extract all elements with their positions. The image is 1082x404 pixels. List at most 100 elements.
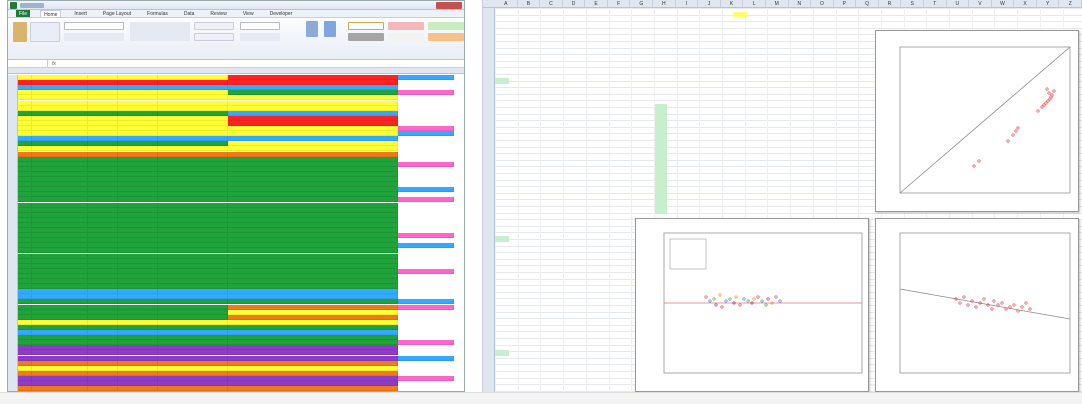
grid-row[interactable] xyxy=(18,233,464,239)
chart-middle[interactable] xyxy=(635,218,869,392)
grid-cell[interactable] xyxy=(158,192,228,198)
grid-cell[interactable] xyxy=(18,299,32,305)
grid-cell[interactable] xyxy=(88,233,118,239)
grid-cell[interactable] xyxy=(398,126,454,132)
font-group[interactable] xyxy=(64,22,124,30)
grid-cell[interactable] xyxy=(18,345,32,351)
name-box[interactable] xyxy=(8,60,48,67)
grid-row[interactable] xyxy=(18,345,464,351)
grid-cell[interactable] xyxy=(88,365,118,371)
grid-row[interactable] xyxy=(18,80,464,86)
grid-cell[interactable] xyxy=(158,151,228,157)
grid-cell[interactable] xyxy=(118,243,158,249)
grid-cell[interactable] xyxy=(18,187,32,193)
grid-cell[interactable] xyxy=(158,335,228,341)
ribbon-tab[interactable]: Data xyxy=(183,11,195,17)
grid-cell[interactable] xyxy=(88,171,118,177)
cell-style-bad[interactable] xyxy=(388,22,424,30)
grid-cell[interactable] xyxy=(88,350,118,356)
grid-cell[interactable] xyxy=(18,171,32,177)
grid-row[interactable] xyxy=(18,355,464,361)
paste-icon[interactable] xyxy=(13,22,27,42)
grid-cell[interactable] xyxy=(118,161,158,167)
grid-cell[interactable] xyxy=(118,182,158,188)
grid-cell[interactable] xyxy=(32,284,88,290)
grid-row[interactable] xyxy=(18,136,464,142)
grid-cell[interactable] xyxy=(88,299,118,305)
grid-cell[interactable] xyxy=(88,146,118,152)
grid-row[interactable] xyxy=(18,187,464,193)
grid-cell[interactable] xyxy=(158,197,228,203)
grid-cell[interactable] xyxy=(18,279,32,285)
grid-cell[interactable] xyxy=(118,156,158,162)
grid-cell[interactable] xyxy=(158,131,228,137)
grid-cell[interactable] xyxy=(32,314,88,320)
grid-cell[interactable] xyxy=(88,381,118,387)
grid-cell[interactable] xyxy=(18,100,32,106)
grid-cell[interactable] xyxy=(88,284,118,290)
column-letter[interactable]: N xyxy=(789,0,812,7)
column-letter[interactable]: Q xyxy=(856,0,879,7)
column-letter[interactable]: L xyxy=(743,0,766,7)
grid-cell[interactable] xyxy=(118,100,158,106)
grid-cell[interactable] xyxy=(32,187,88,193)
grid-cell[interactable] xyxy=(158,80,228,86)
grid-cell[interactable] xyxy=(228,90,398,96)
grid-cell[interactable] xyxy=(18,105,32,111)
grid-cell[interactable] xyxy=(88,324,118,330)
grid-cell[interactable] xyxy=(88,136,118,142)
grid-cell[interactable] xyxy=(88,156,118,162)
grid-cell[interactable] xyxy=(32,136,88,142)
grid-cell[interactable] xyxy=(18,192,32,198)
grid-row[interactable] xyxy=(18,202,464,208)
grid-cell[interactable] xyxy=(18,284,32,290)
grid-cell[interactable] xyxy=(118,80,158,86)
grid-cell[interactable] xyxy=(158,294,228,300)
grid-cell[interactable] xyxy=(228,370,398,376)
grid-cell[interactable] xyxy=(32,171,88,177)
grid-cell[interactable] xyxy=(88,228,118,234)
grid-cell[interactable] xyxy=(32,386,88,391)
grid-cell[interactable] xyxy=(32,75,88,81)
grid-cell[interactable] xyxy=(228,340,398,346)
window-controls[interactable] xyxy=(436,2,462,9)
column-letter[interactable]: J xyxy=(698,0,721,7)
alignment-group[interactable] xyxy=(130,22,190,41)
grid-cell[interactable] xyxy=(158,228,228,234)
grid-cell[interactable] xyxy=(228,258,398,264)
grid-cell[interactable] xyxy=(118,105,158,111)
grid-cell[interactable] xyxy=(228,228,398,234)
grid-row[interactable] xyxy=(18,273,464,279)
highlighted-cells[interactable] xyxy=(495,350,509,356)
grid-cell[interactable] xyxy=(18,289,32,295)
grid-cell[interactable] xyxy=(88,386,118,391)
grid-cell[interactable] xyxy=(18,131,32,137)
grid-cell[interactable] xyxy=(158,171,228,177)
grid-cell[interactable] xyxy=(118,263,158,269)
grid-cell[interactable] xyxy=(228,136,398,142)
grid-row[interactable] xyxy=(18,381,464,387)
grid-cell[interactable] xyxy=(32,340,88,346)
grid-cell[interactable] xyxy=(18,263,32,269)
grid-cell[interactable] xyxy=(228,100,398,106)
grid-cell[interactable] xyxy=(88,197,118,203)
grid-cell[interactable] xyxy=(18,212,32,218)
grid-cell[interactable] xyxy=(118,115,158,121)
grid-cell[interactable] xyxy=(118,131,158,137)
grid-cell[interactable] xyxy=(18,182,32,188)
grid-cell[interactable] xyxy=(118,120,158,126)
grid-row[interactable] xyxy=(18,309,464,315)
grid-cell[interactable] xyxy=(32,202,88,208)
grid-cell[interactable] xyxy=(398,197,454,203)
grid-cell[interactable] xyxy=(18,370,32,376)
grid-cell[interactable] xyxy=(158,386,228,391)
grid-cell[interactable] xyxy=(88,222,118,228)
grid-cell[interactable] xyxy=(18,319,32,325)
grid-cell[interactable] xyxy=(88,268,118,274)
grid-cell[interactable] xyxy=(158,360,228,366)
column-letter[interactable]: M xyxy=(766,0,789,7)
grid-cell[interactable] xyxy=(118,197,158,203)
grid-cell[interactable] xyxy=(88,304,118,310)
grid-row[interactable] xyxy=(18,75,464,81)
grid-row[interactable] xyxy=(18,95,464,101)
